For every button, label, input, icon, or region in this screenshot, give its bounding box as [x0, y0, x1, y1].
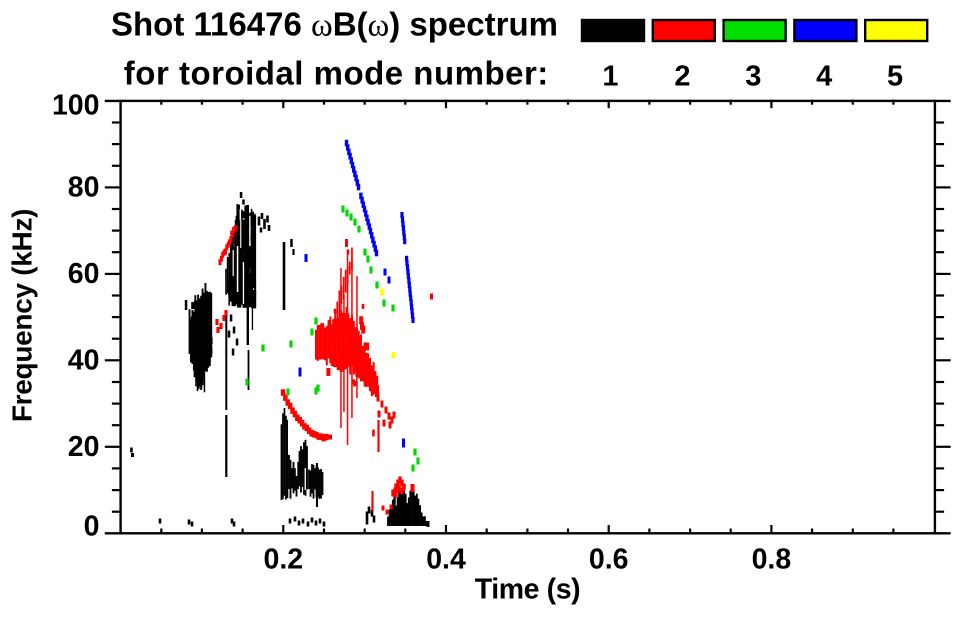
svg-text:1: 1 [602, 61, 618, 93]
svg-text:4: 4 [816, 61, 832, 93]
svg-text:60: 60 [68, 258, 100, 290]
svg-text:Time (s): Time (s) [475, 573, 581, 605]
svg-text:0: 0 [84, 510, 100, 542]
svg-text:0.4: 0.4 [426, 543, 466, 575]
svg-text:0.2: 0.2 [263, 543, 303, 575]
svg-text:3: 3 [745, 61, 761, 93]
svg-text:2: 2 [674, 61, 690, 93]
svg-text:5: 5 [887, 61, 903, 93]
svg-text:40: 40 [68, 345, 100, 377]
svg-text:Frequency (kHz): Frequency (kHz) [7, 209, 38, 422]
svg-text:Shot 116476 ωB(ω) spectrum: Shot 116476 ωB(ω) spectrum [111, 5, 558, 43]
svg-text:100: 100 [52, 89, 100, 121]
svg-text:0.6: 0.6 [589, 543, 629, 575]
svg-text:0.8: 0.8 [752, 543, 792, 575]
svg-text:20: 20 [68, 431, 100, 463]
svg-text:for toroidal mode number:: for toroidal mode number: [124, 55, 549, 92]
svg-text:80: 80 [68, 172, 100, 204]
